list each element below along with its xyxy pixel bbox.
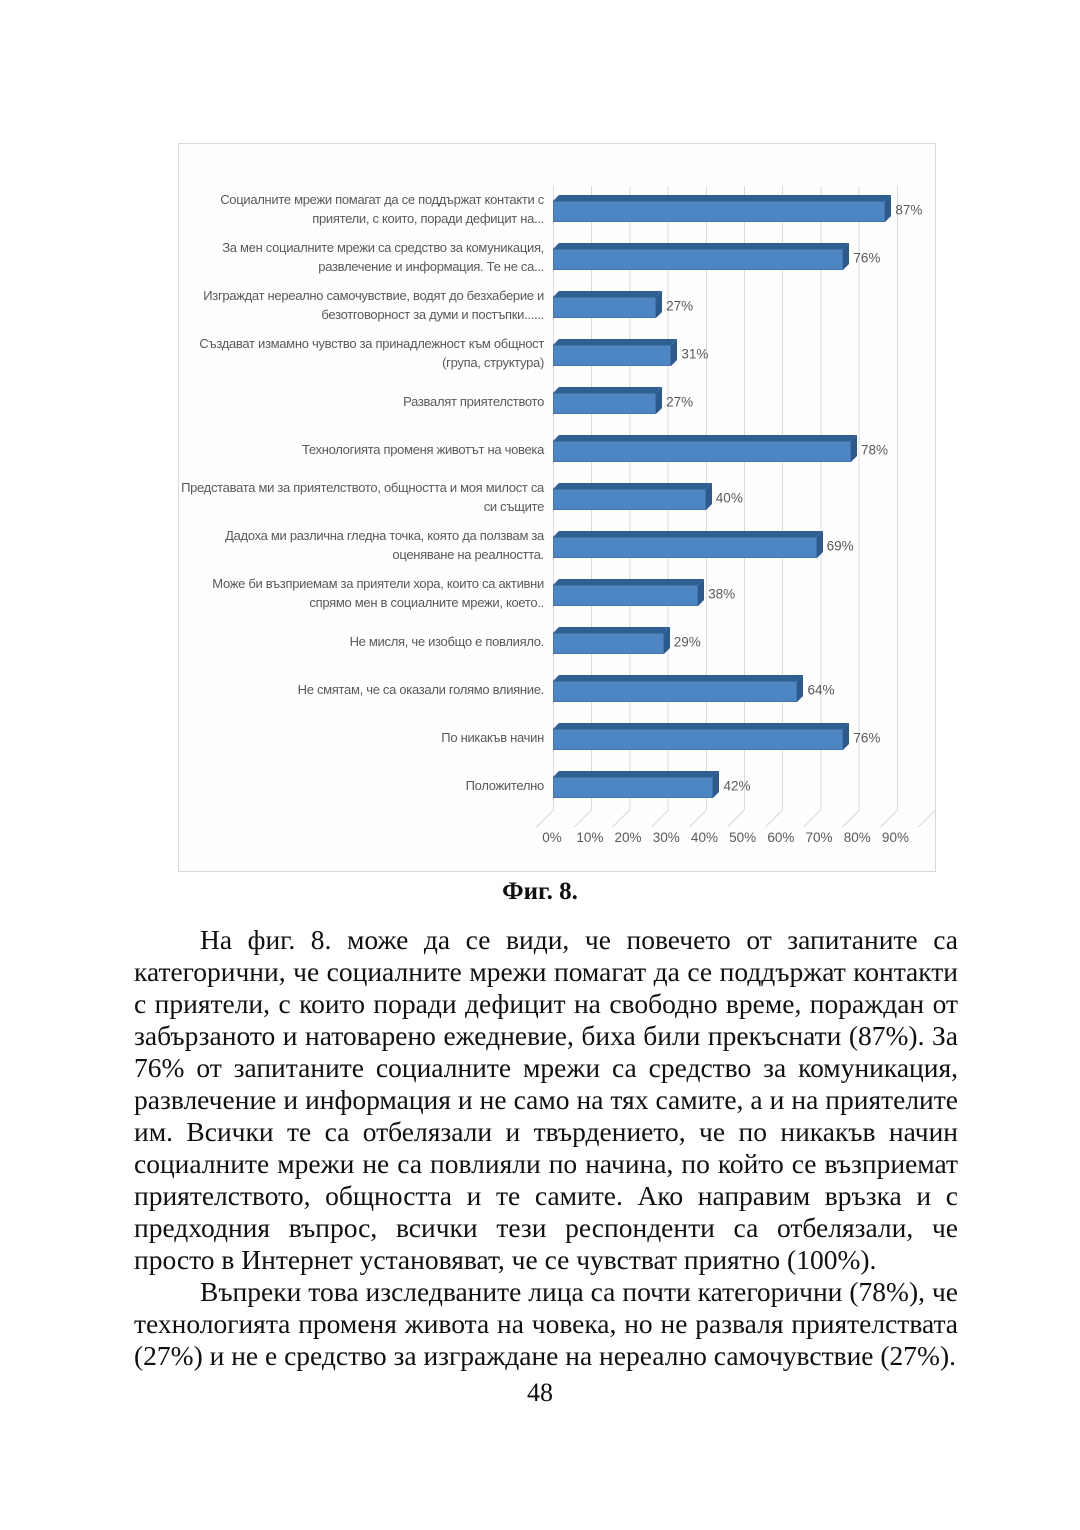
bar xyxy=(553,249,844,270)
bar-track: 64% xyxy=(553,666,935,714)
x-tick-label: 80% xyxy=(843,830,871,845)
chart-row: Не мисля, че изобщо е повлияло. 29% xyxy=(179,618,935,666)
chart-row: Положително 42% xyxy=(179,762,935,810)
x-tick-label: 10% xyxy=(576,830,604,845)
bar xyxy=(553,489,706,510)
bar-track: 27% xyxy=(553,378,935,426)
bar xyxy=(553,537,817,558)
category-label: Създават измамно чувство за принадлежнос… xyxy=(199,336,544,370)
bar-track: 87% xyxy=(553,186,935,234)
x-tick-label: 90% xyxy=(881,830,909,845)
chart-row: Представата ми за приятелството, общност… xyxy=(179,474,935,522)
chart-rows: Социалните мрежи помагат да се поддържат… xyxy=(179,186,935,810)
x-tick-label: 40% xyxy=(690,830,718,845)
chart-row: Социалните мрежи помагат да се поддържат… xyxy=(179,186,935,234)
bar xyxy=(553,777,714,798)
floor-tick xyxy=(841,809,860,828)
bar xyxy=(553,441,851,462)
x-tick-label: 30% xyxy=(652,830,680,845)
category-label: Развалят приятелството xyxy=(403,393,544,409)
bar-track: 27% xyxy=(553,282,935,330)
chart-row: По никакъв начин 76% xyxy=(179,714,935,762)
value-label: 87% xyxy=(895,202,923,218)
bar-chart: Социалните мрежи помагат да се поддържат… xyxy=(179,144,936,856)
category-label: Не смятам, че са оказали голямо влияние. xyxy=(297,681,545,697)
chart-row: Не смятам, че са оказали голямо влияние.… xyxy=(179,666,935,714)
bar xyxy=(553,585,699,606)
bar xyxy=(553,681,798,702)
category-label: Не мисля, че изобщо е повлияло. xyxy=(349,633,545,649)
category-label: За мен социалните мрежи са средство за к… xyxy=(222,240,544,274)
category-label: Социалните мрежи помагат да се поддържат… xyxy=(220,192,544,226)
floor-tick xyxy=(650,809,669,828)
value-label: 42% xyxy=(723,778,751,794)
floor-tick xyxy=(803,809,822,828)
value-label: 40% xyxy=(715,490,743,506)
value-label: 76% xyxy=(853,730,881,746)
bar xyxy=(553,729,844,750)
value-label: 76% xyxy=(853,250,881,266)
chart-row: Създават измамно чувство за принадлежнос… xyxy=(179,330,935,378)
floor-tick xyxy=(688,809,707,828)
category-label: Представата ми за приятелството, общност… xyxy=(181,480,544,514)
bar xyxy=(553,345,672,366)
bar-track: 29% xyxy=(553,618,935,666)
category-label: Положително xyxy=(465,777,545,793)
value-label: 27% xyxy=(666,298,694,314)
value-label: 29% xyxy=(673,634,701,650)
floor-tick xyxy=(918,809,936,828)
bar xyxy=(553,633,664,654)
value-label: 27% xyxy=(666,394,694,410)
value-label: 31% xyxy=(681,346,709,362)
chart-row: Може би възприемам за приятели хора, кои… xyxy=(179,570,935,618)
floor-tick xyxy=(727,809,745,828)
page-number: 48 xyxy=(527,1378,553,1407)
bar-track: 78% xyxy=(553,426,935,474)
bar xyxy=(553,297,657,318)
floor-tick xyxy=(765,809,784,828)
bar-track: 40% xyxy=(553,474,935,522)
bar-track: 69% xyxy=(553,522,935,570)
body-text: На фиг. 8. може да се види, че повечето … xyxy=(134,924,958,1372)
value-label: 78% xyxy=(860,442,888,458)
chart-row: За мен социалните мрежи са средство за к… xyxy=(179,234,935,282)
floor-tick xyxy=(612,809,631,828)
figure-caption: Фиг. 8. xyxy=(502,878,578,905)
chart-row: Развалят приятелството 27% xyxy=(179,378,935,426)
category-label: Дадоха ми различна гледна точка, която д… xyxy=(225,528,544,562)
value-label: 69% xyxy=(826,538,854,554)
x-tick-label: 60% xyxy=(767,830,795,845)
x-tick-label: 50% xyxy=(729,830,757,845)
bar-track: 42% xyxy=(553,762,935,810)
bar-track: 76% xyxy=(553,234,935,282)
bar-track: 76% xyxy=(553,714,935,762)
chart-row: Дадоха ми различна гледна точка, която д… xyxy=(179,522,935,570)
bar xyxy=(553,393,657,414)
paragraph-2: Въпреки това изследваните лица са почти … xyxy=(134,1276,958,1371)
value-label: 64% xyxy=(807,682,835,698)
paragraph-1: На фиг. 8. може да се види, че повечето … xyxy=(134,924,958,1275)
floor-tick xyxy=(574,809,593,828)
category-label: Технологията променя животът на човека xyxy=(301,441,544,457)
category-label: Изграждат нереално самочувствие, водят д… xyxy=(203,288,544,322)
category-label: Може би възприемам за приятели хора, кои… xyxy=(212,576,544,610)
chart-row: Технологията променя животът на човека 78… xyxy=(179,426,935,474)
category-label: По никакъв начин xyxy=(441,729,544,745)
x-tick-label: 20% xyxy=(614,830,642,845)
value-label: 38% xyxy=(708,586,736,602)
x-tick-label: 0% xyxy=(542,830,562,845)
floor-tick xyxy=(879,809,898,828)
floor-tick xyxy=(536,809,554,828)
x-tick-label: 70% xyxy=(805,830,833,845)
figure-8: Социалните мрежи помагат да се поддържат… xyxy=(178,143,936,872)
x-axis: 0% 10% 20% 30% 40% 50% 60% 70% 80% 90% xyxy=(536,809,936,856)
bar-track: 31% xyxy=(553,330,935,378)
bar xyxy=(553,201,886,222)
bar-track: 38% xyxy=(553,570,935,618)
chart-row: Изграждат нереално самочувствие, водят д… xyxy=(179,282,935,330)
